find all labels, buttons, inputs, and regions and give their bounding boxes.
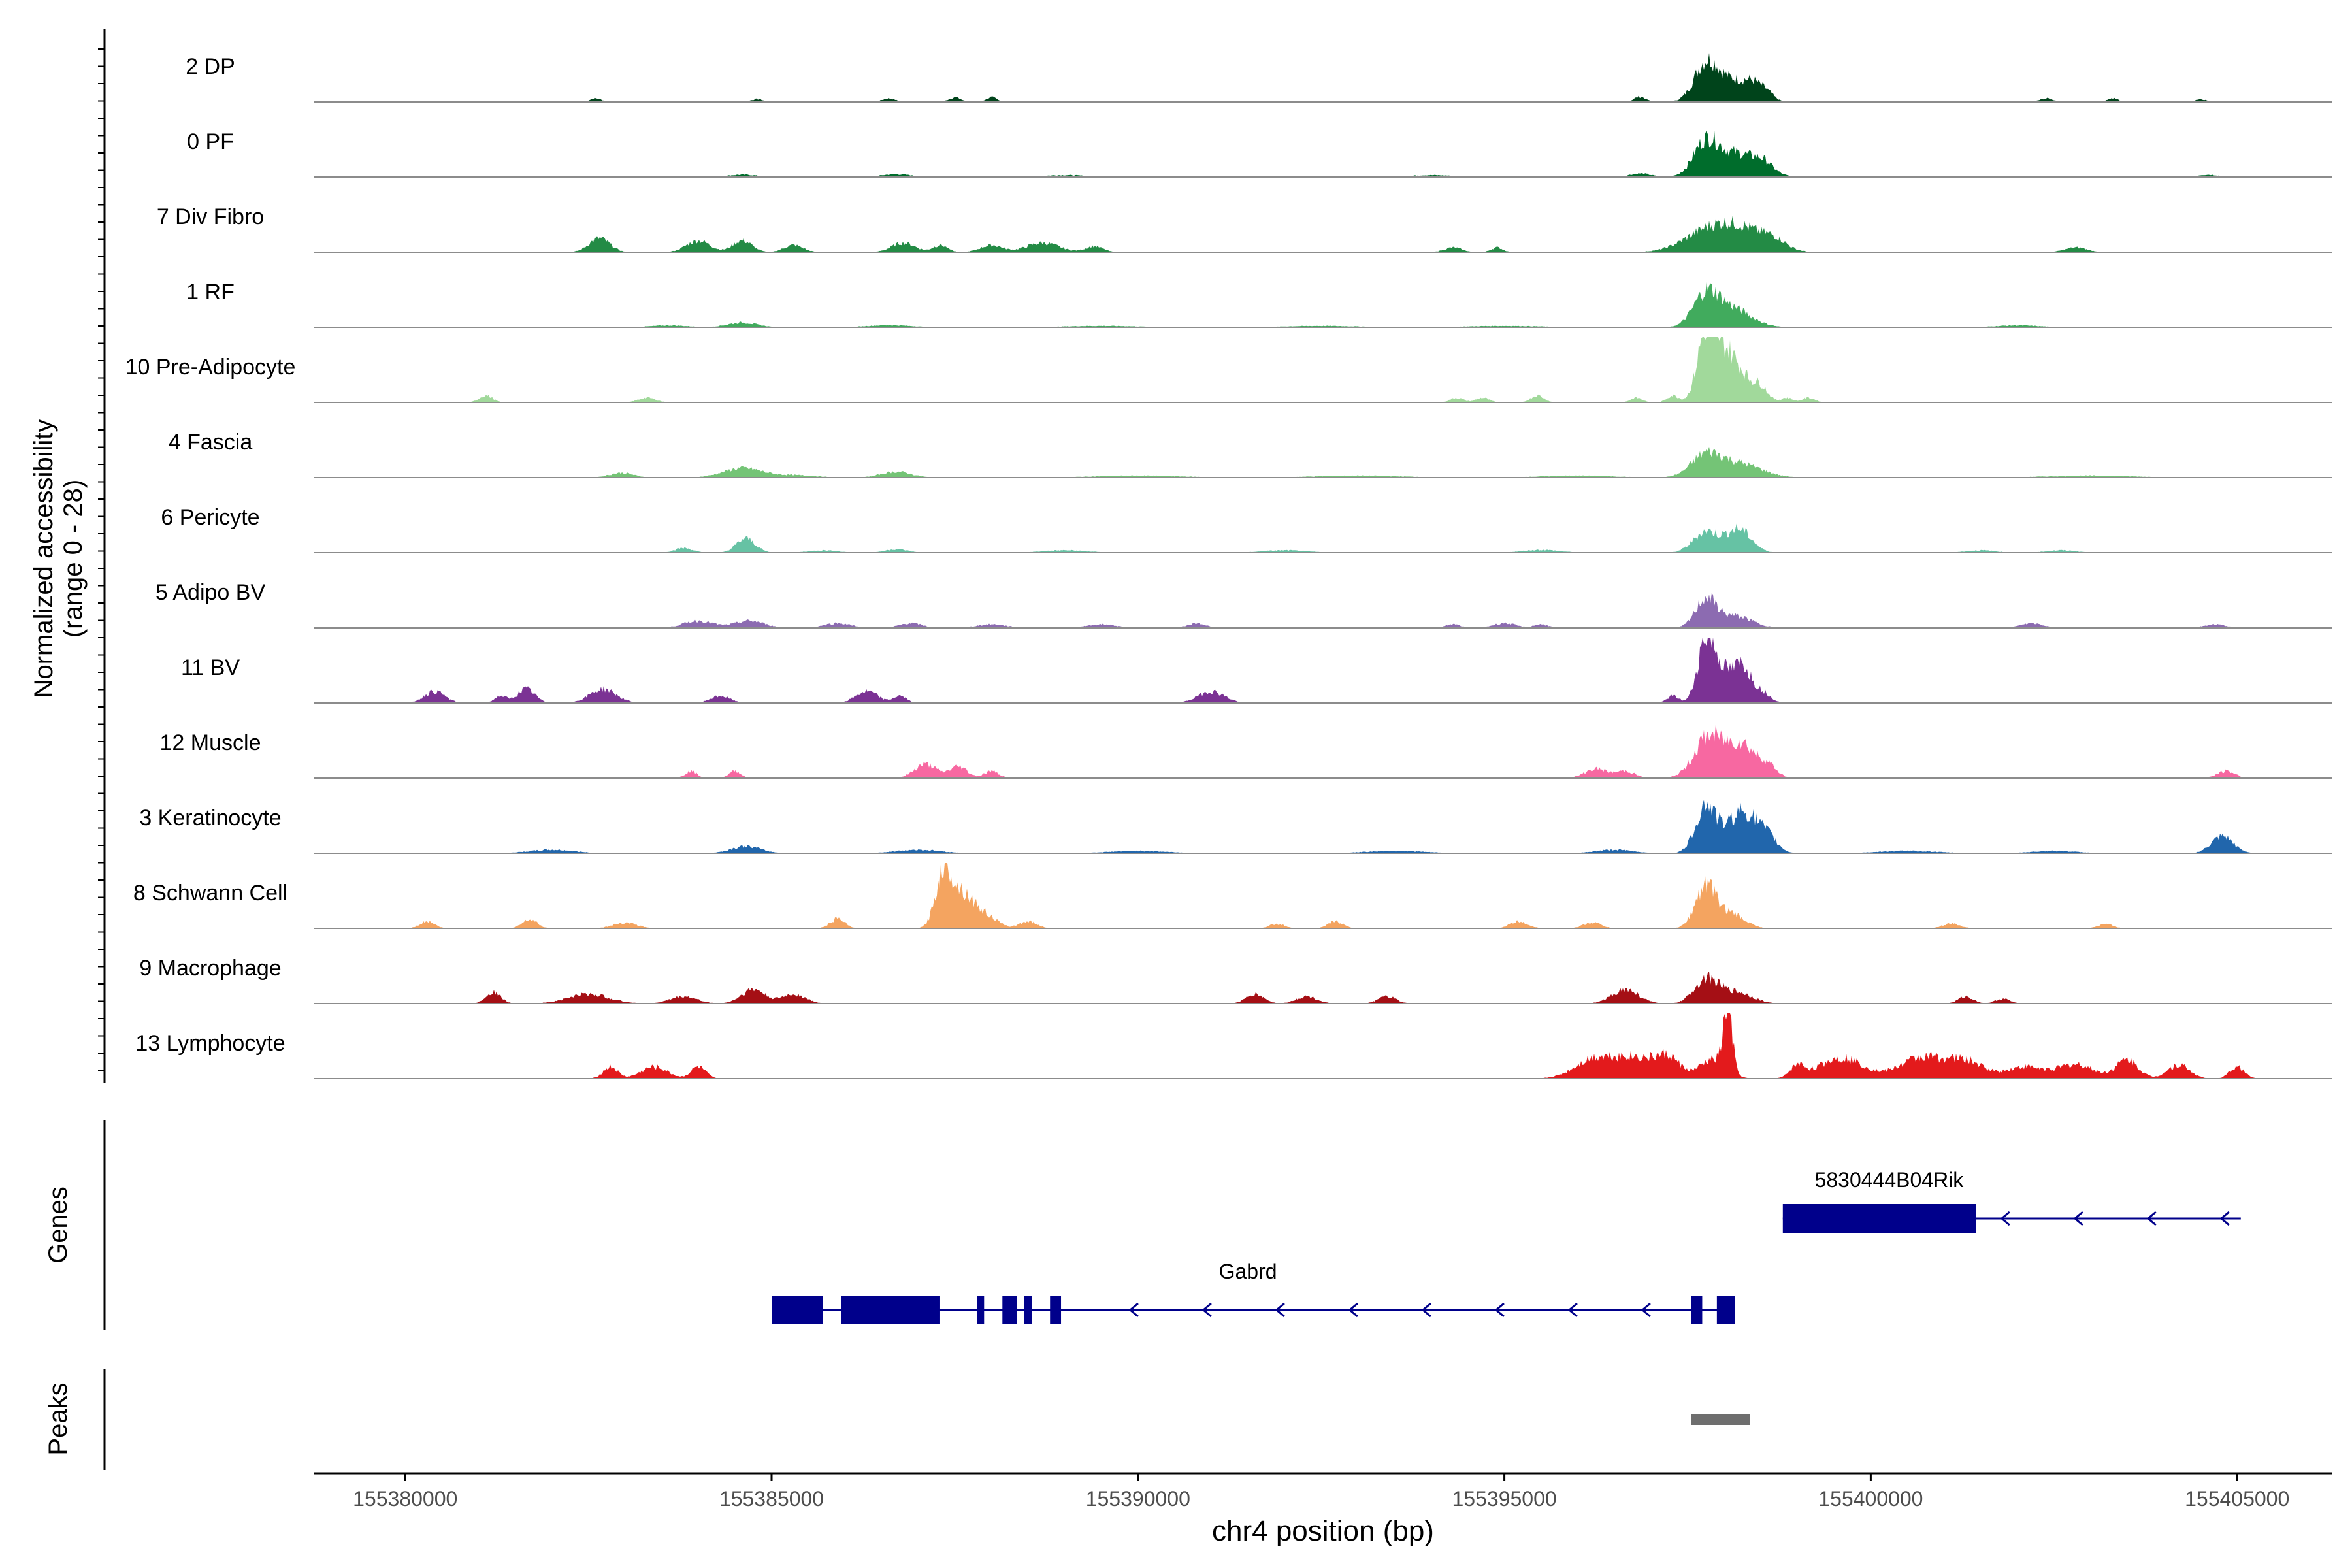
gene-exon — [1002, 1296, 1017, 1324]
gene-name: 5830444B04Rik — [1815, 1168, 1965, 1192]
track-7: 5 Adipo BV — [155, 580, 2332, 629]
peaks-track — [1691, 1414, 1750, 1425]
track-label: 2 DP — [186, 54, 235, 79]
coverage-area — [314, 523, 2332, 553]
strand-arrow — [1128, 1302, 1139, 1318]
strand-arrow — [1201, 1302, 1212, 1318]
coverage-area — [314, 638, 2332, 703]
coverage-area — [314, 53, 2332, 102]
track-6: 6 Pericyte — [161, 505, 2332, 553]
track-4: 10 Pre-Adipocyte — [125, 337, 2332, 403]
coverage-tracks: 2 DP 0 PF 7 Div Fibro 1 RF 10 Pre-Adipocyte 4… — [125, 53, 2332, 1079]
track-label: 11 BV — [181, 655, 240, 680]
track-0: 2 DP — [186, 53, 2332, 103]
x-axis-label: chr4 position (bp) — [1212, 1515, 1434, 1547]
gene-0: 5830444B04Rik — [1782, 1168, 2241, 1233]
track-3: 1 RF — [186, 280, 2332, 328]
track-label: 6 Pericyte — [161, 505, 259, 530]
coverage-area — [314, 337, 2332, 402]
gene-name: Gabrd — [1219, 1260, 1277, 1283]
track-1: 0 PF — [187, 129, 2332, 178]
strand-arrow — [1348, 1302, 1358, 1318]
coverage-area — [314, 725, 2332, 778]
y-axis-label-range: (range 0 - 28) — [59, 480, 88, 638]
gene-exon — [1050, 1296, 1062, 1324]
peaks-panel-label: Peaks — [44, 1382, 73, 1455]
track-label: 5 Adipo BV — [155, 580, 266, 605]
track-label: 12 Muscle — [160, 730, 261, 755]
coverage-area — [314, 1013, 2332, 1079]
track-label: 10 Pre-Adipocyte — [125, 355, 296, 380]
strand-arrow — [1275, 1302, 1285, 1318]
track-label: 3 Keratinocyte — [139, 806, 281, 830]
coverage-area — [314, 282, 2332, 327]
track-8: 11 BV — [181, 638, 2332, 704]
coverage-area — [314, 130, 2332, 177]
y-axis-label: Normalized accessibility — [29, 419, 58, 698]
strand-arrow — [2219, 1211, 2230, 1226]
track-label: 9 Macrophage — [139, 956, 281, 981]
track-label: 8 Schwann Cell — [133, 881, 287, 906]
coverage-area — [314, 593, 2332, 628]
track-5: 4 Fascia — [169, 430, 2332, 478]
track-label: 0 PF — [187, 129, 234, 154]
strand-arrow — [2146, 1211, 2157, 1226]
gene-exon — [771, 1296, 823, 1324]
coverage-area — [314, 216, 2332, 252]
gene-exon — [977, 1296, 985, 1324]
coverage-area — [314, 972, 2332, 1004]
x-tick-label: 155380000 — [353, 1487, 457, 1511]
x-tick-label: 155395000 — [1452, 1487, 1557, 1511]
track-11: 8 Schwann Cell — [133, 863, 2332, 929]
track-10: 3 Keratinocyte — [139, 800, 2332, 854]
strand-arrow — [2073, 1211, 2083, 1226]
gene-1: Gabrd — [771, 1260, 1735, 1324]
track-label: 4 Fascia — [169, 430, 253, 455]
strand-arrow — [1421, 1302, 1431, 1318]
track-13: 13 Lymphocyte — [135, 1013, 2332, 1079]
x-tick-label: 155390000 — [1086, 1487, 1190, 1511]
track-label: 1 RF — [186, 280, 235, 304]
gene-track: 5830444B04Rik Gabrd — [771, 1168, 2241, 1324]
genes-panel-label: Genes — [44, 1186, 73, 1264]
coverage-area — [314, 800, 2332, 853]
gene-exon — [1716, 1296, 1735, 1324]
track-9: 12 Muscle — [160, 725, 2332, 779]
x-tick-label: 155385000 — [719, 1487, 824, 1511]
y-axis — [98, 29, 106, 1083]
gene-exon — [1782, 1204, 1976, 1233]
x-axis: 155380000 155385000 155390000 155395000 1554… — [314, 1472, 2332, 1511]
coverage-area — [314, 863, 2332, 928]
x-tick-label: 155400000 — [1818, 1487, 1923, 1511]
coverage-area — [314, 446, 2332, 478]
track-label: 13 Lymphocyte — [135, 1031, 285, 1056]
peak-region — [1691, 1414, 1750, 1425]
strand-arrow — [2000, 1211, 2010, 1226]
track-label: 7 Div Fibro — [157, 204, 264, 229]
gene-exon — [1691, 1296, 1703, 1324]
track-2: 7 Div Fibro — [157, 204, 2332, 253]
strand-arrow — [1567, 1302, 1578, 1318]
x-tick-label: 155405000 — [2185, 1487, 2289, 1511]
gene-exon — [1024, 1296, 1032, 1324]
track-12: 9 Macrophage — [139, 956, 2332, 1004]
strand-arrow — [1641, 1302, 1651, 1318]
strand-arrow — [1494, 1302, 1505, 1318]
gene-exon — [841, 1296, 940, 1324]
